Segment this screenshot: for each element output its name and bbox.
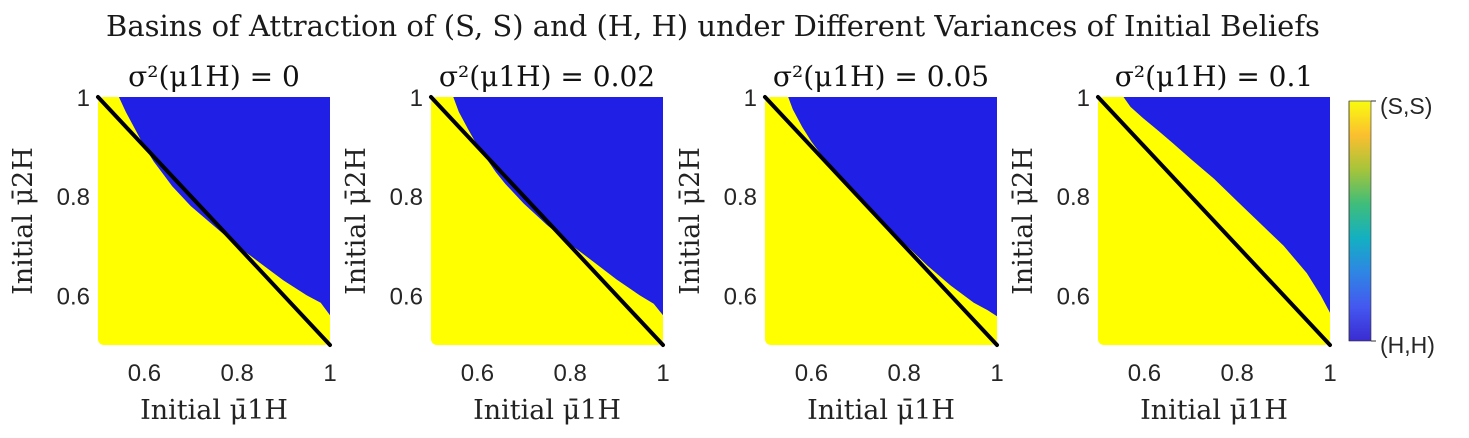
y-tick-label: 0.8 — [57, 184, 90, 211]
x-tick-label: 1 — [990, 360, 1003, 387]
x-tick-label: 0.8 — [221, 360, 254, 387]
x-tick-label: 0.8 — [554, 360, 587, 387]
colorbar-gradient — [1348, 100, 1372, 342]
x-tick-label: 1 — [323, 360, 336, 387]
y-axis-label: Initial μ̄2H — [1008, 147, 1039, 295]
y-tick-label: 1 — [410, 85, 423, 112]
figure-title: Basins of Attraction of (S, S) and (H, H… — [106, 9, 1320, 43]
x-tick-label: 0.8 — [1221, 360, 1254, 387]
x-axis-label: Initial μ̄1H — [473, 395, 621, 426]
y-tick-label: 0.6 — [1057, 283, 1090, 310]
region-hh — [788, 97, 997, 317]
y-axis-label: Initial μ̄2H — [8, 147, 39, 295]
colorbar: (S,S) (H,H) — [1348, 93, 1435, 358]
colorbar-top-label: (S,S) — [1380, 93, 1432, 119]
reference-line — [429, 95, 665, 347]
x-axis-label: Initial μ̄1H — [1140, 395, 1288, 426]
x-tick-label: 1 — [656, 360, 669, 387]
panel-title: σ²(μ1H) = 0.1 — [1115, 60, 1313, 93]
y-tick-label: 0.6 — [390, 283, 423, 310]
region-hh — [1123, 97, 1330, 313]
y-axis-label: Initial μ̄2H — [341, 147, 372, 295]
panel-2: σ²(μ1H) = 0.02 0.6 0.8 1 0.6 0.8 1 Initial μ̄1H… — [341, 60, 670, 426]
y-tick-label: 0.6 — [57, 283, 90, 310]
reference-line — [763, 95, 999, 347]
x-tick-label: 0.6 — [1128, 360, 1161, 387]
y-tick-label: 1 — [77, 85, 90, 112]
reference-line — [1096, 95, 1332, 347]
x-tick-label: 0.6 — [461, 360, 494, 387]
panel-4: σ²(μ1H) = 0.1 0.6 0.8 1 0.6 0.8 1 Initial μ̄1H I… — [1008, 60, 1337, 426]
x-tick-label: 1 — [1323, 360, 1336, 387]
panel-1: σ²(μ1H) = 0 0.6 0.8 1 0.6 0.8 1 Initial μ̄1H Ini… — [8, 60, 337, 426]
reference-line — [96, 95, 332, 347]
region-hh — [453, 97, 663, 316]
panel-title: σ²(μ1H) = 0.05 — [773, 60, 989, 93]
x-tick-label: 0.6 — [795, 360, 828, 387]
panel-3: σ²(μ1H) = 0.05 0.6 0.8 1 0.6 0.8 1 Initial μ̄1H… — [675, 60, 1004, 426]
y-tick-label: 0.6 — [724, 283, 757, 310]
chart-panels: σ²(μ1H) = 0 0.6 0.8 1 0.6 0.8 1 Initial μ̄1H Ini… — [8, 60, 1337, 426]
y-tick-label: 1 — [744, 85, 757, 112]
x-tick-label: 0.6 — [128, 360, 161, 387]
region-hh — [118, 97, 331, 316]
y-tick-label: 0.8 — [390, 184, 423, 211]
panel-title: σ²(μ1H) = 0.02 — [439, 60, 655, 93]
x-axis-label: Initial μ̄1H — [807, 395, 955, 426]
y-tick-label: 0.8 — [1057, 184, 1090, 211]
colorbar-bottom-label: (H,H) — [1380, 332, 1435, 358]
y-tick-label: 1 — [1077, 85, 1090, 112]
x-tick-label: 0.8 — [888, 360, 921, 387]
panel-title: σ²(μ1H) = 0 — [128, 60, 300, 93]
y-tick-label: 0.8 — [724, 184, 757, 211]
x-axis-label: Initial μ̄1H — [140, 395, 288, 426]
y-axis-label: Initial μ̄2H — [675, 147, 706, 295]
